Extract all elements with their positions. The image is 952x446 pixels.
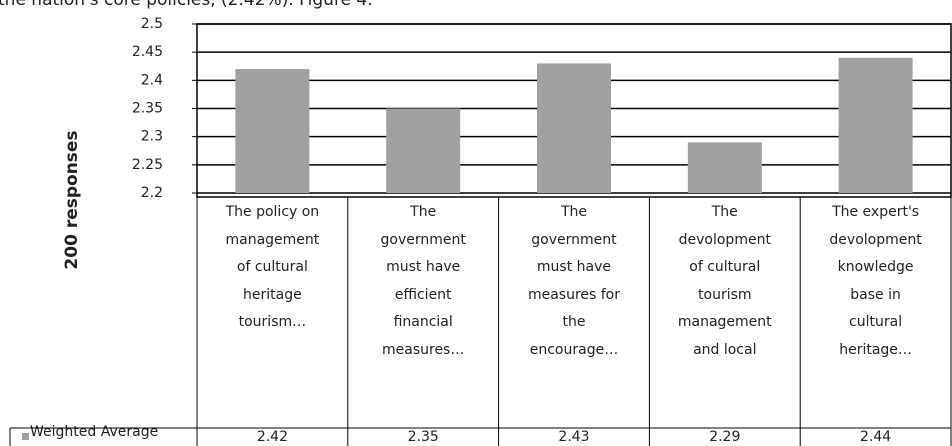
table-value: 2.42 xyxy=(257,429,288,445)
category-text: The expert's devolopment knowledge base … xyxy=(829,204,922,358)
bar xyxy=(235,69,310,193)
y-tick-label: 2.25 xyxy=(132,157,163,173)
legend-swatch xyxy=(22,433,29,440)
x-tick-label: The policy on management of cultural her… xyxy=(197,199,348,428)
x-tick-label: The devolopment of cultural tourism mana… xyxy=(649,199,800,428)
table-value: 2.44 xyxy=(860,429,891,445)
bar xyxy=(386,108,461,193)
x-tick-label: The expert's devolopment knowledge base … xyxy=(800,199,951,428)
legend-label: Weighted Average xyxy=(30,424,158,440)
table-value: 2.29 xyxy=(709,429,740,445)
category-text: The government must have measures for th… xyxy=(527,204,621,358)
bar xyxy=(537,63,611,193)
table-value: 2.35 xyxy=(408,429,439,445)
category-text: The devolopment of cultural tourism mana… xyxy=(677,204,772,358)
x-tick-label: The government must have measures for th… xyxy=(499,199,650,428)
category-text: The government must have efficient finan… xyxy=(380,204,466,358)
table-value: 2.43 xyxy=(558,429,589,445)
caption: the nation's core policies, (2.42%). Fig… xyxy=(0,0,373,10)
bar xyxy=(838,57,913,193)
y-tick-label: 2.45 xyxy=(132,44,163,60)
y-tick-label: 2.35 xyxy=(132,101,163,117)
y-tick-label: 2.3 xyxy=(141,129,163,145)
plot-border xyxy=(196,23,952,198)
y-tick-label: 2.4 xyxy=(141,72,163,88)
y-axis-label: 200 responses xyxy=(62,130,82,269)
y-tick-label: 2.5 xyxy=(141,16,163,32)
bar xyxy=(687,142,762,193)
x-tick-label: The government must have efficient finan… xyxy=(348,199,499,428)
category-text: The policy on management of cultural her… xyxy=(225,204,320,330)
y-tick-label: 2.2 xyxy=(141,185,163,201)
